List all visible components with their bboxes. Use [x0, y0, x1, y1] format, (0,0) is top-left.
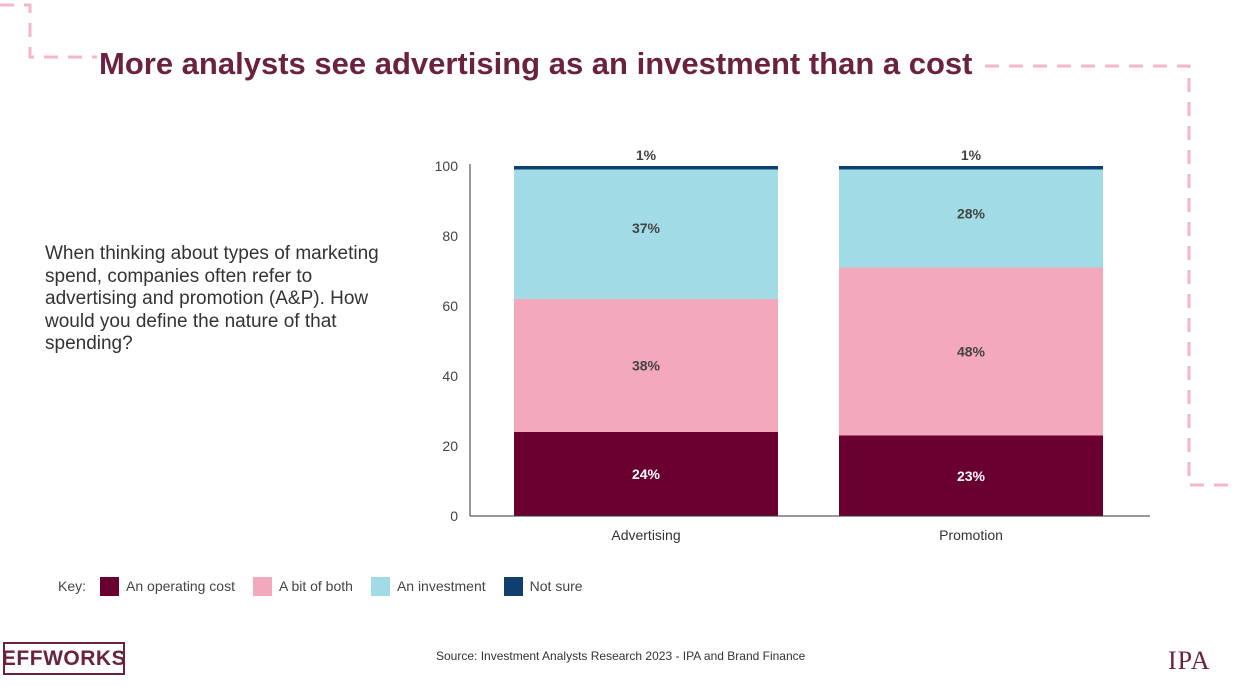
legend-label-bit-of-both: A bit of both	[278, 578, 353, 594]
bar-advertising-a-bit-of-both	[514, 299, 778, 432]
dashed-line-right	[985, 64, 1236, 487]
y-tick-label-100: 100	[435, 158, 459, 174]
page-title: More analysts see advertising as an inve…	[97, 46, 979, 82]
data-label-advertising-not-sure: 1%	[636, 147, 657, 163]
y-tick-label-40: 40	[442, 368, 458, 384]
dashed-line-left	[0, 3, 97, 59]
legend-label-investment: An investment	[396, 578, 486, 594]
bar-promotion-not-sure	[839, 166, 1103, 170]
x-label-advertising: Advertising	[611, 527, 680, 543]
legend-item-operating-cost: An operating cost	[100, 576, 235, 596]
legend-label-not-sure: Not sure	[529, 578, 583, 594]
y-tick-label-0: 0	[450, 508, 458, 524]
x-label-promotion: Promotion	[939, 527, 1003, 543]
bar-promotion-a-bit-of-both	[839, 267, 1103, 436]
legend-key-label: Key:	[58, 578, 87, 594]
data-label-advertising-a-bit-of-both: 38%	[632, 358, 661, 374]
legend-label-operating-cost: An operating cost	[126, 578, 235, 594]
source-note: Source: Investment Analysts Research 202…	[436, 649, 806, 663]
bar-advertising-an-investment	[514, 169, 778, 299]
y-tick-label-20: 20	[442, 438, 458, 454]
legend-item-investment: An investment	[370, 576, 486, 596]
effworks-logo: EFFWORKS	[2, 642, 126, 675]
legend: Key: An operating cost A bit of both An …	[58, 575, 601, 597]
y-tick-label-60: 60	[442, 298, 458, 314]
data-label-promotion-an-investment: 28%	[957, 206, 986, 222]
y-tick-label-80: 80	[442, 228, 458, 244]
x-axis-labels: Advertising Promotion	[611, 527, 1003, 543]
legend-swatch-investment	[370, 576, 390, 596]
data-label-promotion-not-sure: 1%	[961, 147, 982, 163]
bars	[514, 166, 1103, 516]
ipa-logo: IPA	[1168, 646, 1211, 675]
y-axis-ticks: 0 20 40 60 80 100	[435, 158, 459, 524]
legend-item-bit-of-both: A bit of both	[252, 576, 353, 596]
bar-advertising-not-sure	[514, 166, 778, 170]
data-label-advertising-an-operating-cost: 24%	[632, 466, 661, 482]
legend-item-not-sure: Not sure	[503, 576, 583, 596]
survey-question: When thinking about types of marketing s…	[45, 243, 379, 354]
data-label-advertising-an-investment: 37%	[632, 220, 661, 236]
legend-swatch-operating-cost	[100, 576, 120, 596]
bar-advertising-an-operating-cost	[514, 432, 778, 516]
data-labels: 24% 38% 37% 1% 23% 48% 28% 1%	[632, 147, 986, 484]
bar-promotion-an-investment	[839, 169, 1103, 268]
legend-swatch-bit-of-both	[252, 576, 272, 596]
bar-promotion-an-operating-cost	[839, 435, 1103, 516]
data-label-promotion-a-bit-of-both: 48%	[957, 344, 986, 360]
data-label-promotion-an-operating-cost: 23%	[957, 468, 986, 484]
legend-swatch-not-sure	[503, 576, 523, 596]
